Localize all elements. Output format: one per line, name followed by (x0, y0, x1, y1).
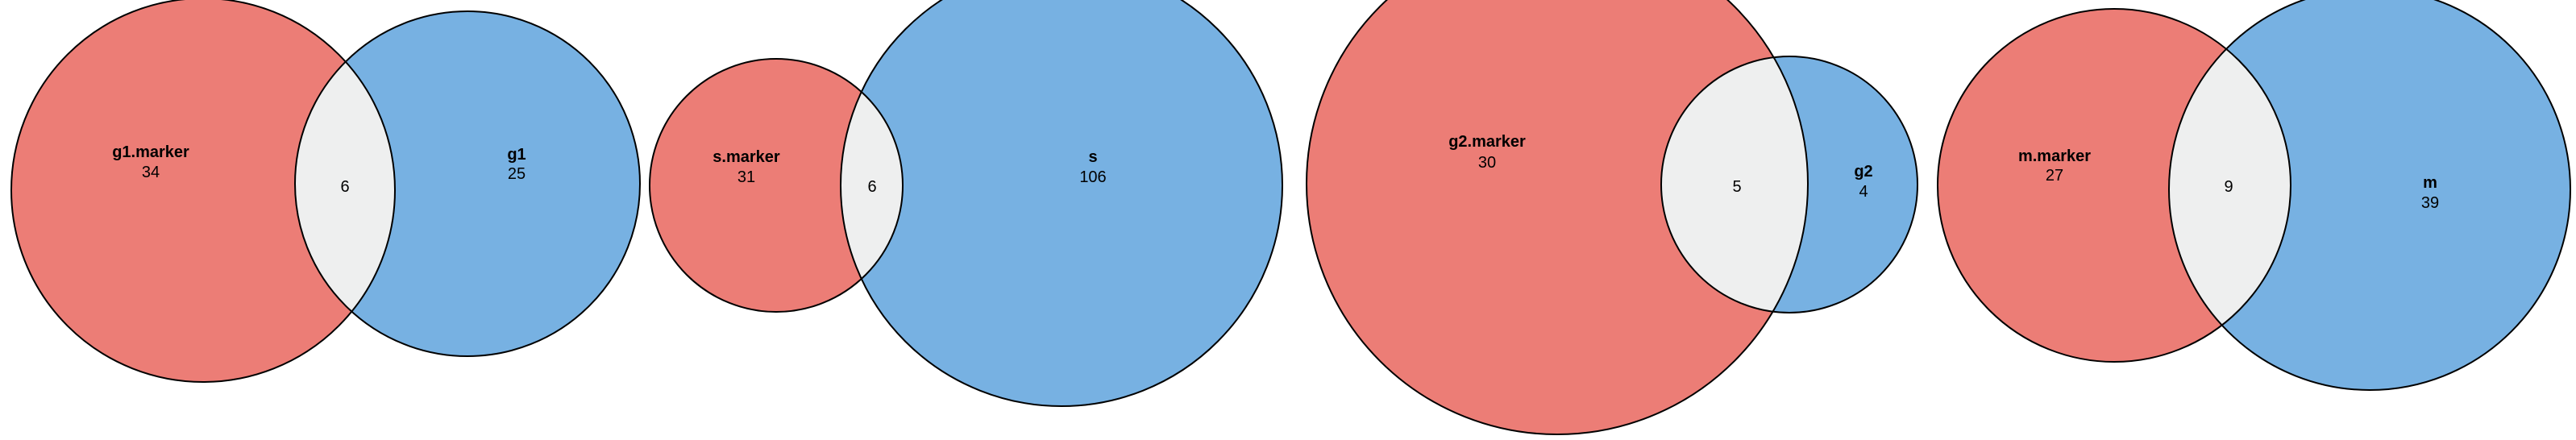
venn-left-outline (1306, 0, 1809, 435)
venn-left-count: 31 (737, 168, 755, 186)
venn-diagram-g2: g2.marker 30 g2 4 5 (1306, 0, 1918, 435)
venn-left-outline (10, 0, 396, 383)
venn-left-name: m.marker (2018, 147, 2091, 165)
venn-right-outline (294, 10, 641, 357)
venn-right-count: 4 (1859, 183, 1868, 201)
venn-left-name: g1.marker (112, 143, 189, 161)
venn-left-count: 34 (142, 164, 160, 181)
venn-left-name: s.marker (713, 148, 780, 166)
venn-right-outline (840, 0, 1283, 407)
venn-overlap-count: 9 (2224, 178, 2233, 196)
venn-right-circle (295, 11, 640, 356)
venn-left-count: 27 (2046, 167, 2063, 185)
venn-diagram-g1: g1.marker 34 g1 25 6 (10, 0, 641, 383)
venn-left-outline (649, 58, 904, 313)
venn-overlap-count: 6 (867, 178, 876, 196)
venn-left-circle (650, 59, 903, 312)
venn-diagram-m: m.marker 27 m 39 9 (1937, 0, 2571, 391)
venn-left-circle (1307, 0, 1808, 434)
venn-right-count: 39 (2421, 194, 2439, 212)
venn-overlap-region (1661, 56, 1808, 313)
venn-right-outline (2168, 0, 2571, 391)
venn-right-count: 106 (1079, 168, 1106, 186)
venn-left-name: g2.marker (1448, 133, 1526, 151)
venn-right-circle (2169, 0, 2570, 390)
venn-right-name: m (2423, 174, 2437, 192)
venn-right-outline (1660, 56, 1918, 313)
venn-right-count: 25 (508, 165, 526, 183)
venn-left-outline (1937, 8, 2291, 363)
venn-overlap-count: 6 (340, 178, 349, 196)
venn-overlap-count: 5 (1732, 178, 1741, 196)
venn-left-count: 30 (1478, 154, 1496, 172)
venn-right-name: s (1088, 148, 1097, 166)
venn-right-circle (841, 0, 1282, 406)
venn-left-circle (11, 0, 395, 382)
venn-right-name: g2 (1854, 163, 1872, 181)
venn-diagram-s: s.marker 31 s 106 6 (649, 0, 1283, 407)
venn-right-name: g1 (507, 146, 526, 164)
